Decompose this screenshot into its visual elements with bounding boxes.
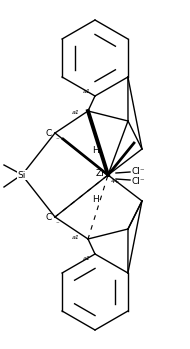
Text: C: C — [46, 128, 52, 138]
Text: ⁻: ⁻ — [56, 137, 60, 143]
Text: Si: Si — [18, 171, 26, 179]
Text: ⁻: ⁻ — [56, 221, 60, 227]
Text: 4+: 4+ — [111, 179, 120, 184]
Text: H: H — [92, 146, 99, 155]
Text: a1: a1 — [72, 235, 80, 240]
Text: Cl⁻: Cl⁻ — [132, 177, 146, 186]
Text: a1: a1 — [83, 256, 91, 261]
Text: H: H — [92, 195, 99, 204]
Text: a1: a1 — [72, 110, 80, 115]
Text: a1: a1 — [83, 89, 91, 94]
Text: Cl⁻: Cl⁻ — [132, 166, 146, 176]
Text: C: C — [46, 213, 52, 222]
Text: Zr: Zr — [96, 170, 106, 178]
